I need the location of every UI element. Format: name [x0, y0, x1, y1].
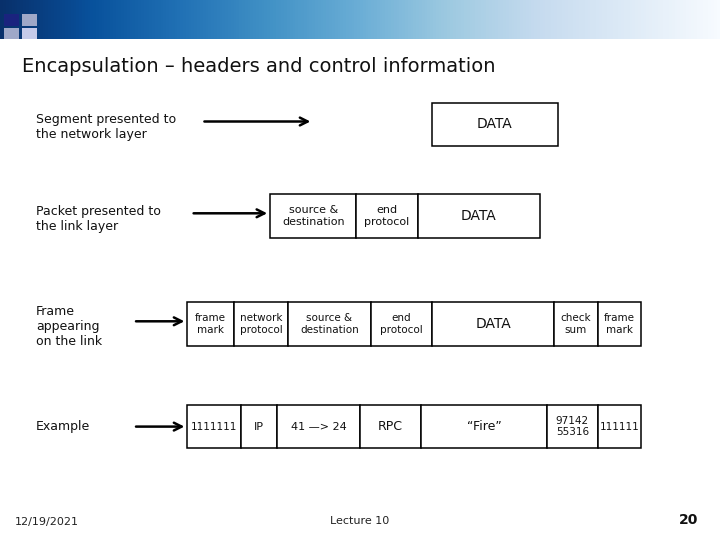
Bar: [418, 194, 540, 238]
Text: Example: Example: [36, 420, 90, 433]
Bar: [554, 302, 598, 346]
Text: frame
mark: frame mark: [195, 313, 226, 335]
Text: end
protocol: end protocol: [380, 313, 423, 335]
Text: source &
destination: source & destination: [300, 313, 359, 335]
Text: frame
mark: frame mark: [603, 313, 635, 335]
Bar: [4, 14, 19, 26]
Bar: [270, 194, 356, 238]
Bar: [598, 302, 641, 346]
Text: 41 —> 24: 41 —> 24: [291, 422, 346, 431]
Bar: [356, 194, 418, 238]
Bar: [360, 405, 421, 448]
Bar: [288, 302, 371, 346]
Text: Packet presented to
the link layer: Packet presented to the link layer: [36, 205, 161, 233]
Text: DATA: DATA: [477, 117, 513, 131]
Text: 20: 20: [679, 512, 698, 526]
Text: Frame
appearing
on the link: Frame appearing on the link: [36, 305, 102, 348]
Text: network
protocol: network protocol: [240, 313, 282, 335]
Bar: [22, 28, 37, 39]
Bar: [4, 28, 19, 39]
Bar: [234, 302, 288, 346]
Text: DATA: DATA: [475, 317, 511, 331]
Text: “Fire”: “Fire”: [467, 420, 502, 433]
Text: Lecture 10: Lecture 10: [330, 516, 390, 526]
Bar: [277, 405, 360, 448]
Text: source &
destination: source & destination: [282, 205, 344, 227]
Text: Encapsulation – headers and control information: Encapsulation – headers and control info…: [22, 57, 495, 76]
Bar: [547, 405, 598, 448]
Bar: [421, 405, 547, 448]
Bar: [187, 302, 234, 346]
Bar: [371, 302, 432, 346]
Bar: [432, 302, 554, 346]
Text: IP: IP: [254, 422, 264, 431]
Text: 12/19/2021: 12/19/2021: [14, 516, 78, 526]
Bar: [241, 405, 277, 448]
Text: DATA: DATA: [461, 209, 497, 223]
Bar: [22, 14, 37, 26]
Text: Segment presented to
the network layer: Segment presented to the network layer: [36, 113, 176, 141]
Bar: [598, 405, 641, 448]
Bar: [187, 405, 241, 448]
Bar: [432, 103, 558, 146]
Text: 97142
55316: 97142 55316: [556, 416, 589, 437]
Text: check
sum: check sum: [561, 313, 591, 335]
Text: end
protocol: end protocol: [364, 205, 410, 227]
Text: 111111: 111111: [599, 422, 639, 431]
Text: RPC: RPC: [378, 420, 403, 433]
Text: 1111111: 1111111: [191, 422, 238, 431]
